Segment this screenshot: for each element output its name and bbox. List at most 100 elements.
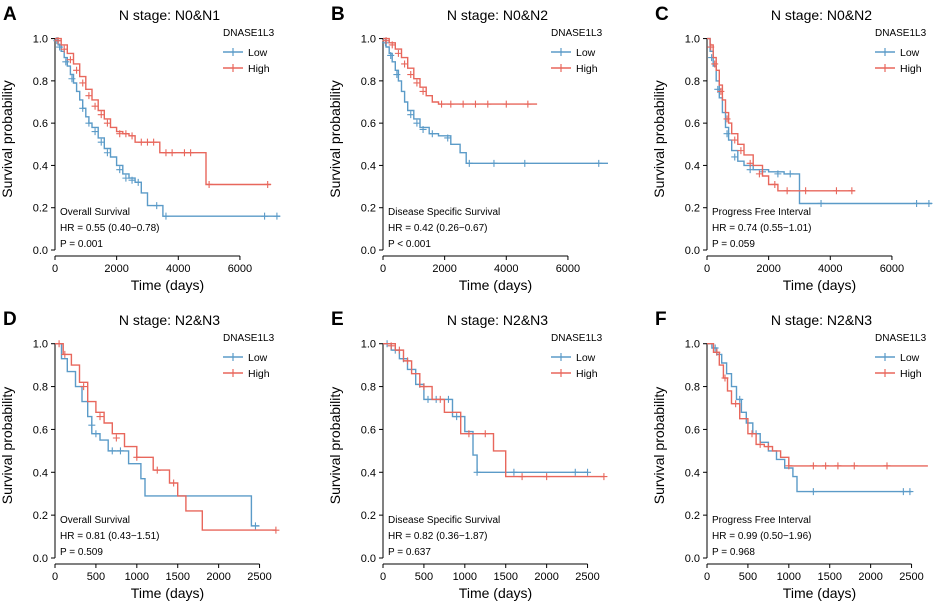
censor-mark: [809, 462, 817, 470]
censor-mark: [502, 100, 510, 108]
legend-label: High: [576, 368, 598, 380]
censor-mark: [168, 149, 176, 157]
censor-mark: [91, 102, 99, 110]
annotation-text: Progress Free Interval: [712, 515, 811, 526]
survival-curve-high: [707, 343, 928, 467]
x-tick-label: 1000: [125, 571, 149, 583]
y-tick-label: 0.6: [33, 118, 48, 130]
panel-c: C N stage: N0&N2 0.0 0.2 0.4 0.6 0.8 1.0 0 2000 40…: [651, 4, 933, 293]
y-axis-label: Survival probability: [327, 80, 343, 198]
x-tick-label: 0: [52, 263, 58, 275]
censor-mark: [79, 104, 87, 112]
censor-mark: [116, 447, 124, 455]
censor-mark: [97, 138, 105, 146]
series-low: [707, 343, 914, 496]
censor-mark: [187, 149, 195, 157]
censor-mark: [404, 357, 412, 365]
censor-mark: [906, 488, 914, 496]
censor-mark: [444, 395, 452, 403]
x-tick-label: 0: [704, 571, 710, 583]
censor-mark: [748, 430, 756, 438]
y-tick-label: 0.2: [33, 510, 48, 522]
censor-mark: [524, 100, 532, 108]
panel-letter: C: [655, 4, 669, 25]
x-tick-label: 1500: [493, 571, 517, 583]
censor-mark: [424, 395, 432, 403]
censor-mark: [484, 100, 492, 108]
y-tick-label: 0.6: [685, 118, 700, 130]
annotation-text: Progress Free Interval: [712, 207, 811, 218]
censor-mark: [465, 159, 473, 167]
annotation-text: HR = 0.42 (0.26−0.67): [388, 223, 488, 234]
censor-mark: [122, 174, 130, 182]
y-tick-label: 1.0: [361, 339, 376, 351]
series-high: [54, 37, 272, 188]
x-tick-label: 4000: [494, 263, 518, 275]
y-axis-label: Survival probability: [651, 80, 667, 198]
x-tick-label: 0: [52, 571, 58, 583]
censor-mark: [723, 130, 731, 138]
censor-mark: [162, 149, 170, 157]
annotation-text: P = 0.968: [712, 547, 755, 558]
censor-mark: [822, 462, 830, 470]
censor-mark: [721, 374, 729, 382]
survival-curve-low: [707, 37, 932, 205]
panel-d: D N stage: N2&N3 0.0 0.2 0.4 0.6 0.8 1.0 0 500 100…: [0, 309, 280, 601]
censor-mark: [92, 430, 100, 438]
annotation-text: HR = 0.55 (0.40−0.78): [60, 223, 160, 234]
censor-mark: [116, 166, 124, 174]
censor-mark: [88, 421, 96, 429]
x-tick-label: 2500: [247, 571, 271, 583]
censor-mark: [128, 132, 136, 140]
y-tick-label: 0.4: [33, 160, 48, 172]
x-tick-label: 2500: [575, 571, 599, 583]
censor-mark: [731, 136, 739, 144]
y-tick-label: 0.6: [33, 424, 48, 436]
censor-mark: [746, 166, 754, 174]
censor-mark: [388, 41, 396, 49]
censor-mark: [170, 479, 178, 487]
x-tick-label: 0: [704, 263, 710, 275]
censor-mark: [732, 400, 740, 408]
y-tick-label: 0.0: [361, 553, 376, 565]
censor-mark: [85, 92, 93, 100]
censor-mark: [571, 468, 579, 476]
censor-mark: [261, 212, 269, 220]
legend-label: Low: [576, 47, 596, 59]
panel-letter: A: [3, 4, 17, 25]
censor-mark: [481, 430, 489, 438]
annotation-text: Overall Survival: [60, 515, 130, 526]
censor-mark: [584, 468, 592, 476]
censor-mark: [394, 49, 402, 57]
censor-mark: [832, 187, 840, 195]
censor-mark: [809, 488, 817, 496]
censor-mark: [73, 66, 81, 74]
y-tick-label: 0.4: [685, 160, 700, 172]
censor-mark: [387, 51, 395, 59]
censor-mark: [543, 473, 551, 481]
x-axis-label: Time (days): [459, 277, 532, 293]
censor-mark: [453, 413, 461, 421]
censor-mark: [66, 56, 74, 64]
censor-mark: [473, 468, 481, 476]
censor-mark: [153, 202, 161, 210]
censor-mark: [899, 488, 907, 496]
x-tick-label: 0: [380, 263, 386, 275]
censor-mark: [834, 462, 842, 470]
annotation-text: Disease Specific Survival: [388, 207, 500, 218]
y-tick-label: 0.8: [33, 382, 48, 394]
chart-title: N stage: N2&N3: [447, 312, 548, 328]
y-tick-label: 1.0: [685, 339, 700, 351]
x-tick-label: 4000: [166, 263, 190, 275]
censor-mark: [79, 79, 87, 87]
annotation-text: HR = 0.81 (0.43−1.51): [60, 531, 160, 542]
x-tick-label: 1000: [777, 571, 801, 583]
panel-b: B N stage: N0&N2 0.0 0.2 0.4 0.6 0.8 1.0 0 2000 40…: [327, 4, 608, 293]
censor-mark: [85, 119, 93, 127]
survival-curve-high: [383, 37, 538, 105]
censor-mark: [272, 526, 280, 534]
censor-mark: [510, 468, 518, 476]
annotation-text: Disease Specific Survival: [388, 515, 500, 526]
y-tick-label: 0.2: [685, 203, 700, 215]
y-tick-label: 0.2: [361, 510, 376, 522]
